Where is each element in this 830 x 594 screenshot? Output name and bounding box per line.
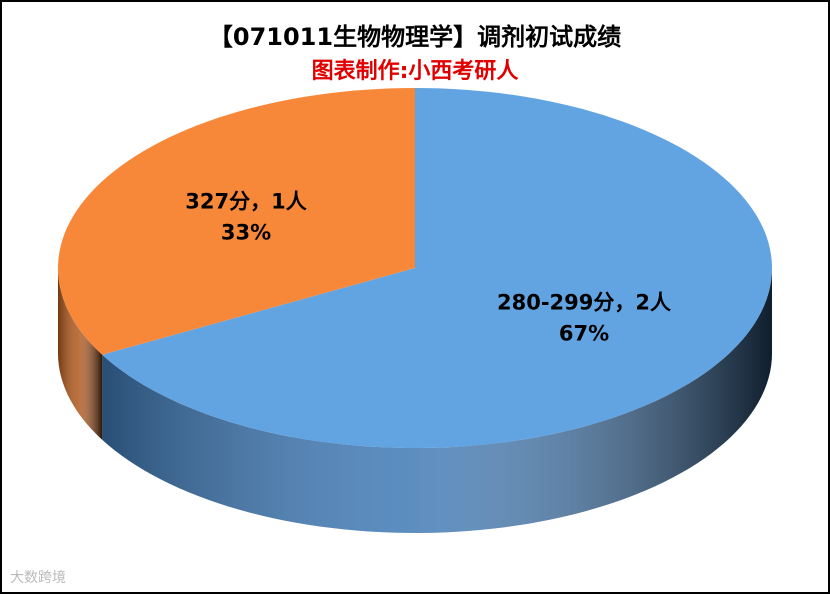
slice <box>102 88 772 448</box>
slice-side-shade <box>102 268 773 533</box>
data-label-value: 33% <box>221 221 271 245</box>
data-label-category: 327分，1人 <box>185 190 306 214</box>
chart-subtitle: 图表制作:小西考研人 <box>312 59 519 84</box>
chart-title: 【071011生物物理学】调剂初试成绩 <box>209 23 621 51</box>
data-label-category: 280-299分，2人 <box>497 290 671 314</box>
data-label-value: 67% <box>559 321 609 345</box>
watermark: 大数跨境 <box>10 570 66 586</box>
slice-side-shade <box>58 268 103 440</box>
slice <box>58 88 416 355</box>
pie: 280-299分，2人 67% 327分，1人 33% <box>58 88 773 533</box>
